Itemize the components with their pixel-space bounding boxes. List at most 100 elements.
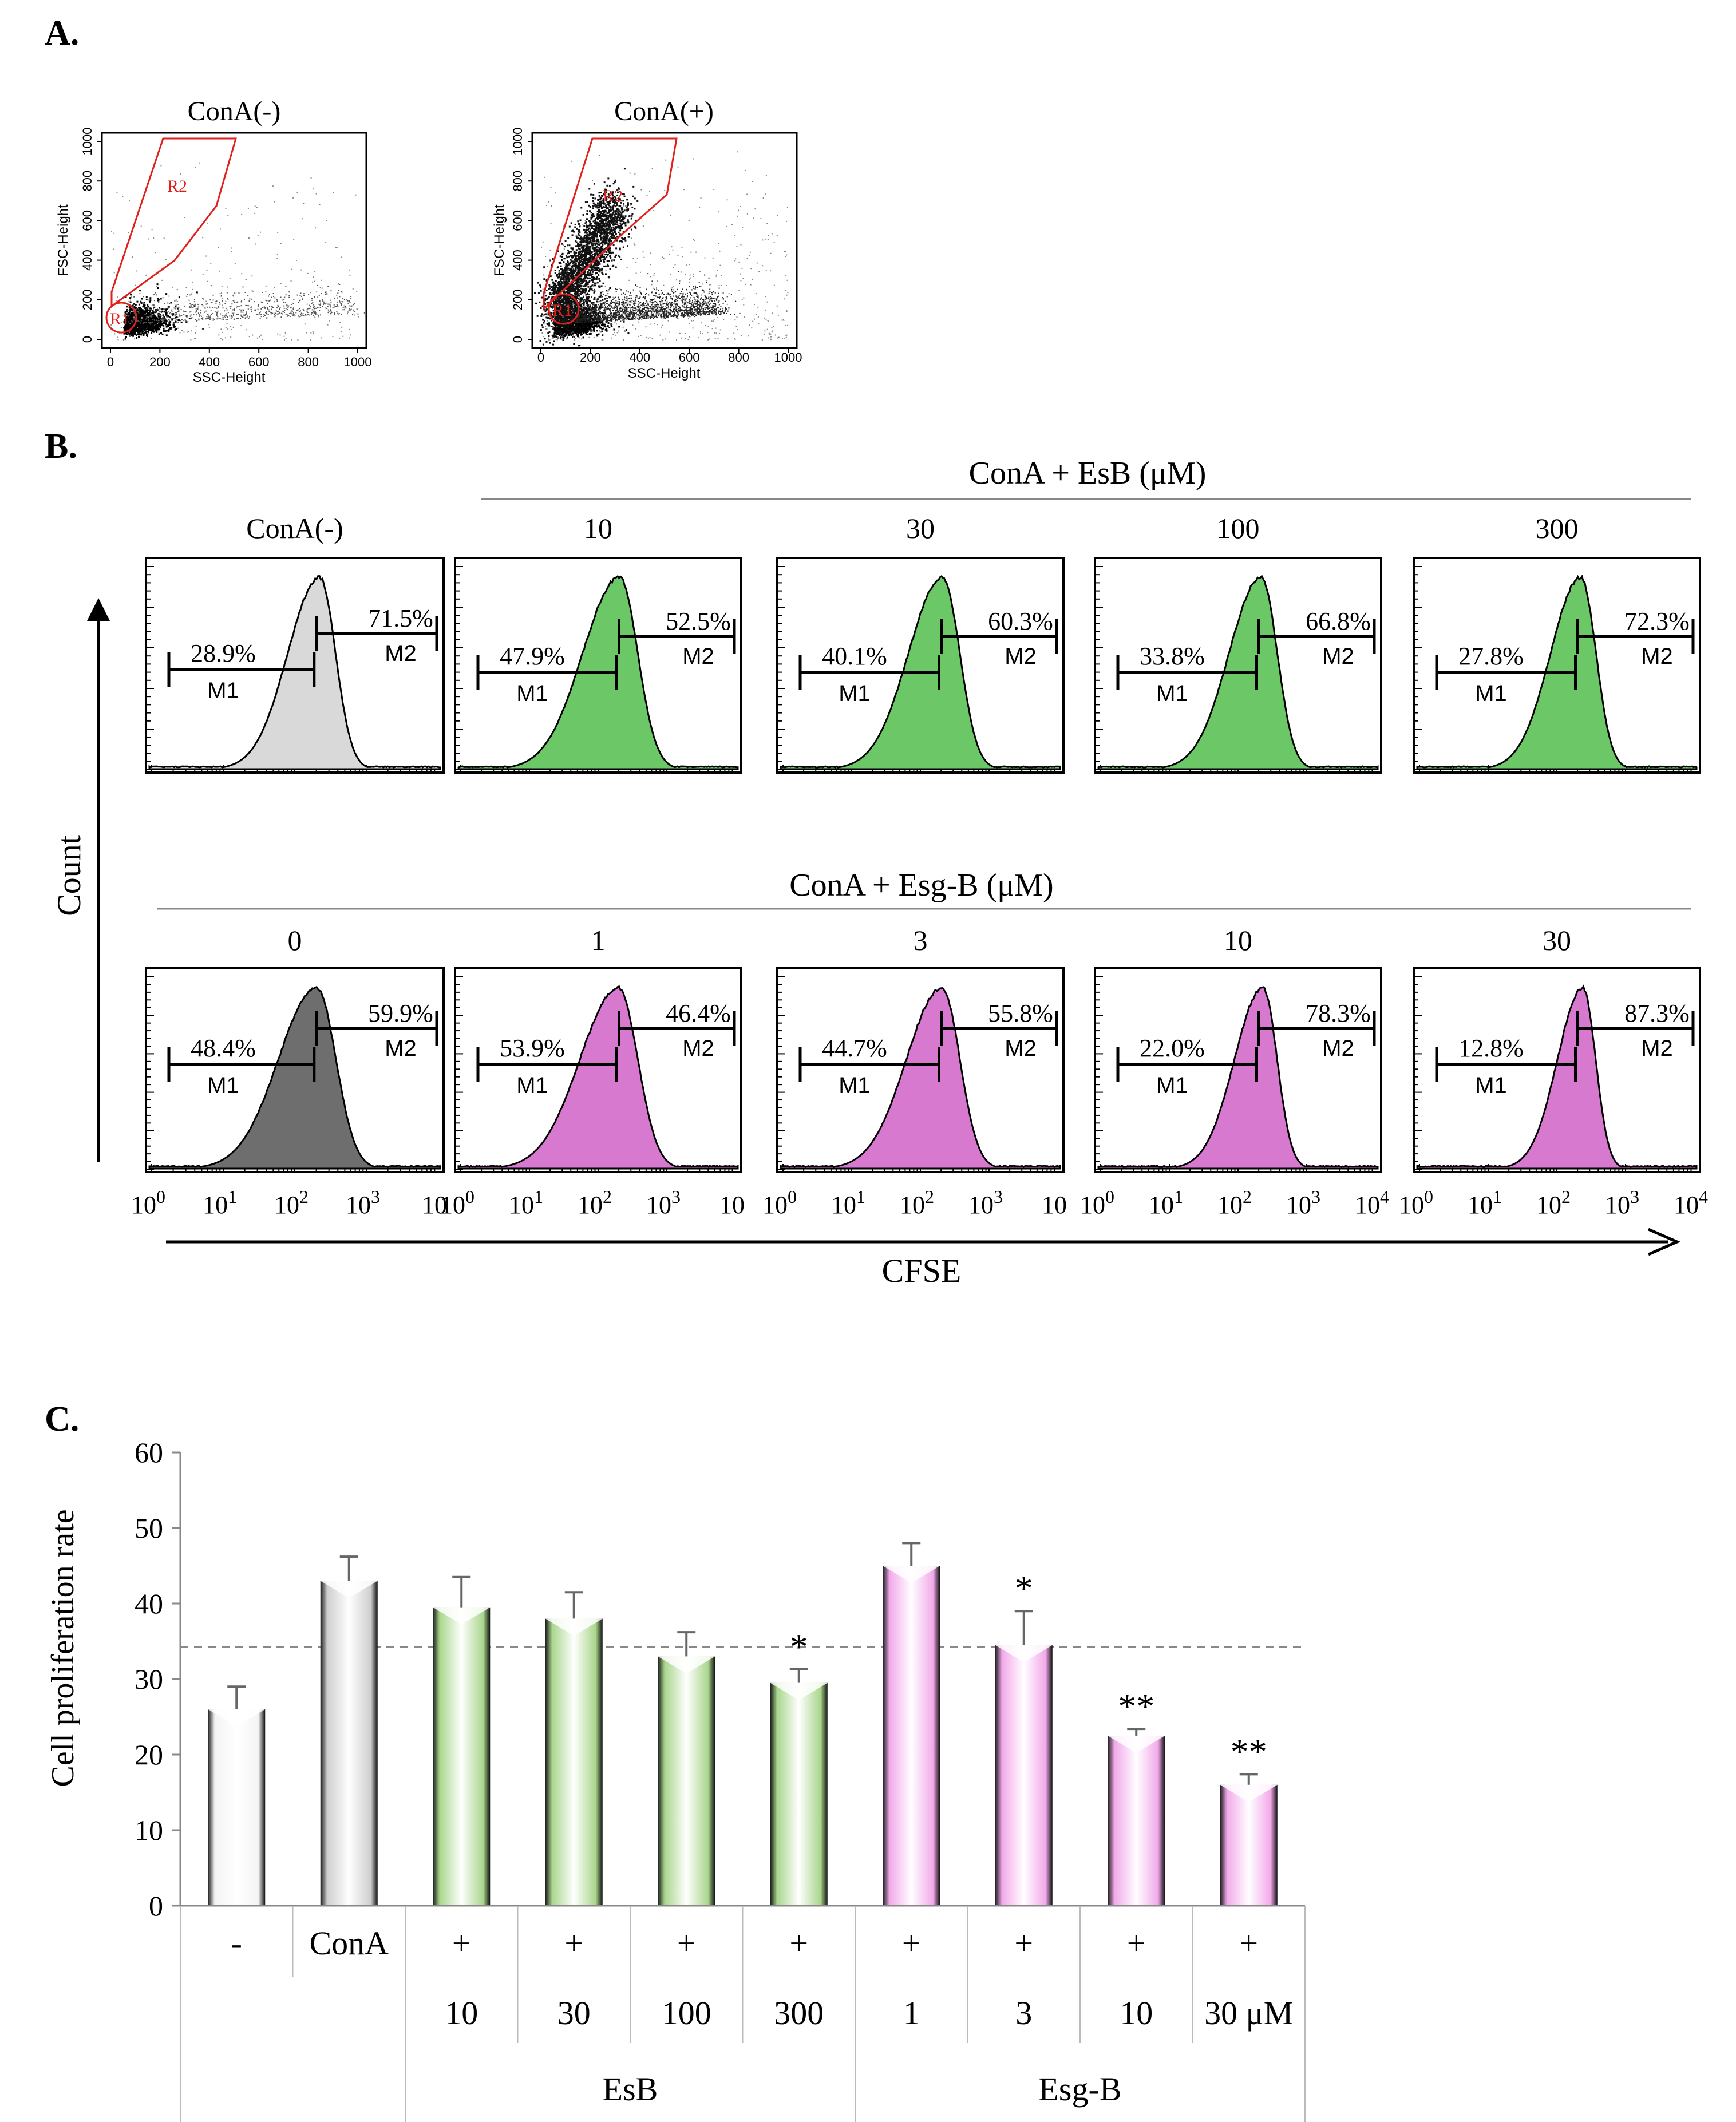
scatter-dot bbox=[580, 329, 582, 331]
scatter-dot bbox=[584, 308, 587, 310]
scatter-dot bbox=[157, 298, 159, 300]
scatter-dot bbox=[195, 167, 196, 168]
scatter-dot bbox=[347, 311, 349, 313]
scatter-dot bbox=[197, 312, 199, 314]
scatter-dot bbox=[598, 319, 600, 321]
scatter-dot bbox=[128, 321, 129, 323]
scatter-dot bbox=[343, 309, 345, 311]
scatter-dot bbox=[292, 315, 294, 316]
scatter-dot bbox=[302, 299, 303, 300]
scatter-dot bbox=[647, 273, 649, 275]
scatter-dot bbox=[607, 325, 609, 327]
scatter-dot bbox=[144, 314, 146, 316]
scatter-dot bbox=[143, 319, 145, 321]
scatter-dot bbox=[632, 313, 634, 315]
scatter-dot bbox=[608, 326, 611, 328]
scatter-dot bbox=[132, 320, 134, 322]
scatter-dot bbox=[646, 288, 647, 290]
scatter-dot bbox=[292, 197, 294, 199]
scatter-dot bbox=[150, 312, 152, 314]
scatter-dot bbox=[313, 311, 315, 312]
scatter-dot bbox=[574, 328, 576, 330]
scatter-dot bbox=[174, 319, 176, 321]
scatter-dot bbox=[255, 309, 256, 311]
scatter-dot bbox=[614, 316, 616, 318]
scatter-dot bbox=[290, 307, 291, 308]
scatter-dot bbox=[587, 309, 589, 311]
scatter-dot bbox=[211, 302, 213, 303]
scatter-dot bbox=[218, 306, 219, 307]
scatter-dot bbox=[128, 306, 131, 308]
scatter-dot bbox=[335, 306, 337, 307]
scatter-dot bbox=[168, 315, 170, 317]
scatter-dot bbox=[586, 331, 588, 333]
scatter-dot bbox=[559, 310, 561, 312]
scatter-dot bbox=[263, 306, 265, 308]
scatter-dot bbox=[153, 319, 155, 322]
scatter-dot bbox=[327, 309, 329, 311]
scatter-dot bbox=[197, 303, 199, 305]
scatter-title: ConA(+) bbox=[614, 96, 714, 126]
scatter-dot bbox=[572, 328, 575, 331]
scatter-dot bbox=[238, 306, 240, 307]
scatter-dot bbox=[578, 287, 580, 289]
scatter-dot bbox=[622, 319, 624, 320]
scatter-dot bbox=[114, 283, 116, 285]
scatter-dot bbox=[580, 323, 583, 326]
scatter-dot bbox=[315, 307, 317, 309]
scatter-dot bbox=[195, 303, 196, 305]
scatter-dot bbox=[583, 328, 586, 331]
scatter-dot bbox=[143, 305, 145, 307]
scatter-dot bbox=[577, 335, 579, 338]
scatter-dot bbox=[131, 314, 133, 316]
scatter-dot bbox=[341, 291, 342, 292]
scatter-dot bbox=[143, 302, 145, 304]
scatter-dot bbox=[162, 318, 164, 320]
scatter-dot bbox=[212, 307, 213, 308]
scatter-dot bbox=[164, 311, 166, 312]
scatter-dot bbox=[205, 310, 207, 312]
scatter-dot bbox=[159, 328, 161, 331]
scatter-dot bbox=[591, 302, 593, 304]
scatter-dot bbox=[132, 332, 134, 335]
scatter-dot bbox=[216, 314, 218, 315]
scatter-dot bbox=[233, 312, 235, 314]
scatter-dot bbox=[559, 305, 561, 307]
scatter-dot bbox=[238, 314, 239, 315]
scatter-dot bbox=[280, 243, 282, 244]
scatter-dot bbox=[266, 307, 268, 308]
scatter-dot bbox=[132, 322, 134, 324]
scatter-dot bbox=[168, 328, 170, 331]
scatter-dot bbox=[127, 314, 129, 316]
scatter-dot bbox=[240, 318, 242, 319]
scatter-dot bbox=[303, 310, 305, 311]
scatter-dot bbox=[260, 334, 262, 336]
scatter-dot bbox=[175, 299, 177, 301]
scatter-dot bbox=[290, 307, 292, 309]
scatter-dot bbox=[189, 294, 191, 296]
scatter-dot bbox=[159, 326, 161, 328]
scatter-dot bbox=[315, 312, 317, 314]
scatter-dot bbox=[615, 307, 616, 308]
scatter-dot bbox=[208, 318, 210, 319]
x-tick-label: 800 bbox=[298, 355, 319, 369]
scatter-dot bbox=[278, 313, 279, 315]
scatter-dot bbox=[175, 304, 177, 306]
scatter-dot bbox=[193, 301, 195, 303]
scatter-dot bbox=[126, 311, 128, 313]
scatter-dot bbox=[131, 322, 133, 324]
scatter-dot bbox=[575, 325, 577, 327]
scatter-dot bbox=[222, 316, 224, 318]
scatter-dot bbox=[258, 305, 259, 307]
scatter-dot bbox=[585, 332, 587, 335]
scatter-dot bbox=[582, 322, 584, 324]
scatter-dot bbox=[222, 300, 223, 302]
scatter-dot bbox=[590, 323, 592, 326]
scatter-dot bbox=[184, 319, 186, 320]
scatter-dot bbox=[310, 332, 312, 334]
scatter-dot bbox=[173, 325, 175, 327]
scatter-dot bbox=[591, 323, 594, 325]
scatter-dot bbox=[247, 305, 249, 307]
scatter-dot bbox=[589, 325, 591, 327]
scatter-dot bbox=[240, 301, 242, 303]
